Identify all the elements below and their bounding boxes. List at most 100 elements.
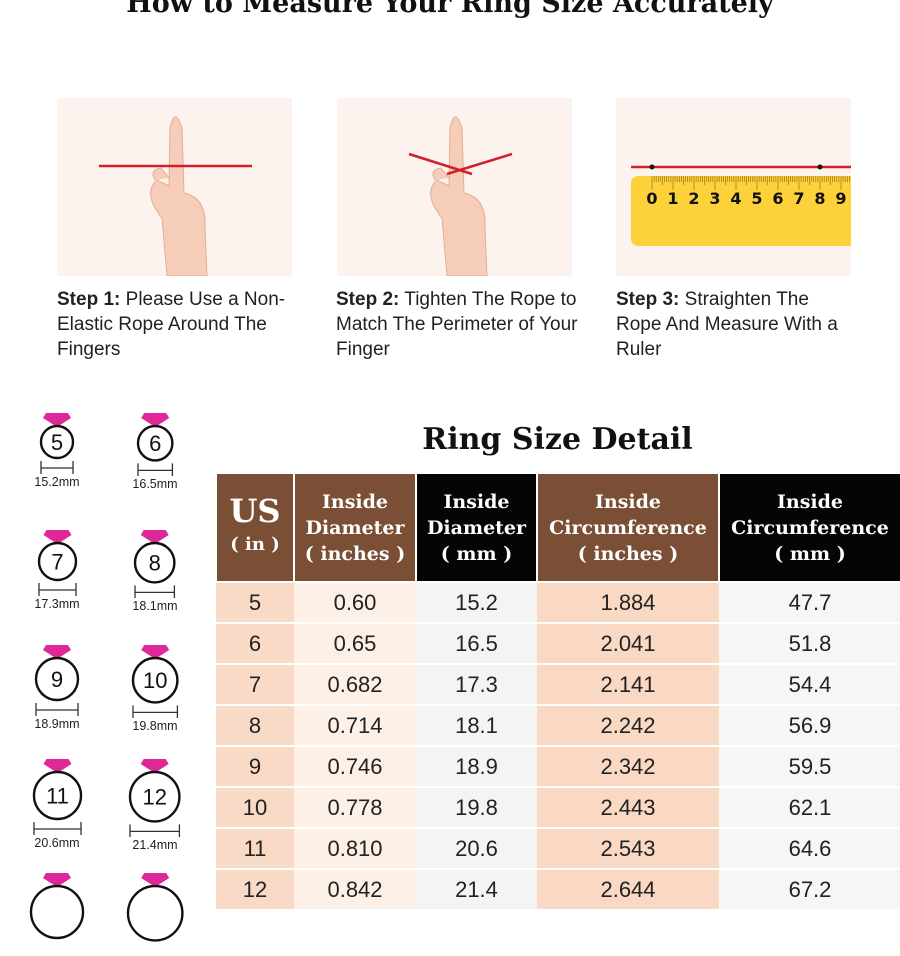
ring-size-number: 10 <box>143 668 167 693</box>
ring-diameter-label: 18.9mm <box>34 717 80 731</box>
header-diameter-mm: Inside Diameter( mm ) <box>415 472 538 583</box>
table-row: 6 0.65 16.5 2.041 51.8 <box>216 622 900 664</box>
ring-diameter-label: 18.1mm <box>132 599 178 614</box>
table-cell: 0.682 <box>294 663 416 705</box>
table-row: 10 0.778 19.8 2.443 62.1 <box>216 786 900 828</box>
table-header-row: US( in ) Inside Diameter( inches ) Inside… <box>215 472 900 583</box>
ring-size-number: 11 <box>46 784 69 809</box>
header-diameter-inches: Inside Diameter( inches ) <box>293 472 417 583</box>
ruler-number: 6 <box>772 189 783 208</box>
table-cell: 0.746 <box>294 745 416 787</box>
ring-size-item <box>12 870 102 954</box>
ruler-number: 7 <box>793 189 804 208</box>
ring-size-detail-title: Ring Size Detail <box>422 422 693 457</box>
ring-icon: 11 <box>32 759 82 835</box>
ruler-number: 8 <box>814 189 825 208</box>
ring-size-number: 9 <box>51 667 63 692</box>
ring-icon <box>29 873 85 940</box>
table-cell: 2.041 <box>537 622 719 664</box>
step-description: Please Use a Non-Elastic Rope Around The… <box>57 289 286 360</box>
table-cell: 0.714 <box>294 704 416 746</box>
table-cell: 16.5 <box>416 622 537 664</box>
diameter-marker <box>132 705 178 719</box>
diameter-marker <box>40 461 74 474</box>
table-cell: 56.9 <box>719 704 900 746</box>
ring-icon: 9 <box>34 645 80 716</box>
step-description: Tighten The Rope to Match The Perimeter … <box>336 289 578 360</box>
table-cell: 12 <box>216 868 294 909</box>
table-row: 8 0.714 18.1 2.242 56.9 <box>216 704 900 746</box>
table-cell: 17.3 <box>416 663 537 705</box>
ring-size-table: US( in ) Inside Diameter( inches ) Inside… <box>215 472 900 909</box>
table-cell: 0.842 <box>294 868 416 909</box>
diameter-marker <box>37 583 77 596</box>
step-description: Straighten The Rope And Measure With a R… <box>616 289 838 360</box>
ring-icon: 7 <box>37 530 77 596</box>
table-cell: 54.4 <box>719 663 900 705</box>
header-circumference-inches: Inside Circumference( inches ) <box>536 472 720 583</box>
ruler-number: 1 <box>667 189 678 208</box>
ring-size-item: 8 18.1mm <box>110 527 200 613</box>
table-cell: 0.60 <box>294 581 416 623</box>
diameter-marker <box>134 585 176 599</box>
ring-icon: 6 <box>136 413 174 477</box>
ring-icon: 5 <box>39 413 75 474</box>
table-cell: 0.810 <box>294 827 416 869</box>
table-cell: 2.342 <box>537 745 719 787</box>
ring-diameter-label: 16.5mm <box>132 477 178 492</box>
ring-icon: 8 <box>134 530 176 599</box>
ring-size-number: 6 <box>149 431 161 456</box>
table-cell: 67.2 <box>719 868 900 909</box>
ruler-number: 3 <box>709 189 720 208</box>
step-label: Step 2: <box>336 289 400 310</box>
hand-with-crossed-rope-icon <box>408 116 513 276</box>
table-cell: 9 <box>216 745 294 787</box>
step-label: Step 1: <box>57 289 121 310</box>
ruler-number: 2 <box>688 189 699 208</box>
diameter-marker <box>129 824 181 838</box>
table-row: 9 0.746 18.9 2.342 59.5 <box>216 745 900 787</box>
diameter-marker <box>35 703 79 716</box>
ring-size-item: 10 19.8mm <box>110 642 200 733</box>
ring-size-number: 7 <box>51 550 63 575</box>
table-cell: 20.6 <box>416 827 537 869</box>
ring-diameter-label: 19.8mm <box>132 719 178 734</box>
ring-diameter-label: 17.3mm <box>34 597 80 611</box>
page-title: How to Measure Your Ring Size Accurately <box>126 0 774 19</box>
diameter-marker <box>32 822 82 835</box>
ring-size-item: 5 15.2mm <box>12 410 102 489</box>
table-cell: 51.8 <box>719 622 900 664</box>
table-cell: 18.9 <box>416 745 537 787</box>
step1-illustration <box>57 98 292 276</box>
table-row: 12 0.842 21.4 2.644 67.2 <box>216 868 900 909</box>
table-cell: 62.1 <box>719 786 900 828</box>
ring-size-item <box>110 870 200 956</box>
table-cell: 7 <box>216 663 294 705</box>
table-cell: 2.543 <box>537 827 719 869</box>
table-cell: 15.2 <box>416 581 537 623</box>
table-row: 5 0.60 15.2 1.884 47.7 <box>216 581 900 623</box>
table-cell: 2.141 <box>537 663 719 705</box>
table-row: 11 0.810 20.6 2.543 64.6 <box>216 827 900 869</box>
table-cell: 21.4 <box>416 868 537 909</box>
table-cell: 1.884 <box>537 581 719 623</box>
hand-with-rope-icon <box>99 116 252 276</box>
ruler-number: 4 <box>730 189 741 208</box>
ring-size-item: 12 21.4mm <box>110 756 200 852</box>
ring-size-number: 5 <box>51 430 63 455</box>
ruler-number: 5 <box>751 189 762 208</box>
header-circumference-mm: Inside Circumference( mm ) <box>718 472 900 583</box>
ring-size-item: 7 17.3mm <box>12 527 102 611</box>
step2-illustration <box>337 98 572 276</box>
table-cell: 0.778 <box>294 786 416 828</box>
ring-size-item: 11 20.6mm <box>12 756 102 850</box>
ring-size-item: 9 18.9mm <box>12 642 102 731</box>
ring-icon: 10 <box>131 645 179 719</box>
step2-text: Step 2: Tighten The Rope to Match The Pe… <box>336 287 586 362</box>
table-cell: 64.6 <box>719 827 900 869</box>
table-cell: 2.242 <box>537 704 719 746</box>
diameter-marker <box>137 463 173 477</box>
ruler-number: 0 <box>646 189 657 208</box>
